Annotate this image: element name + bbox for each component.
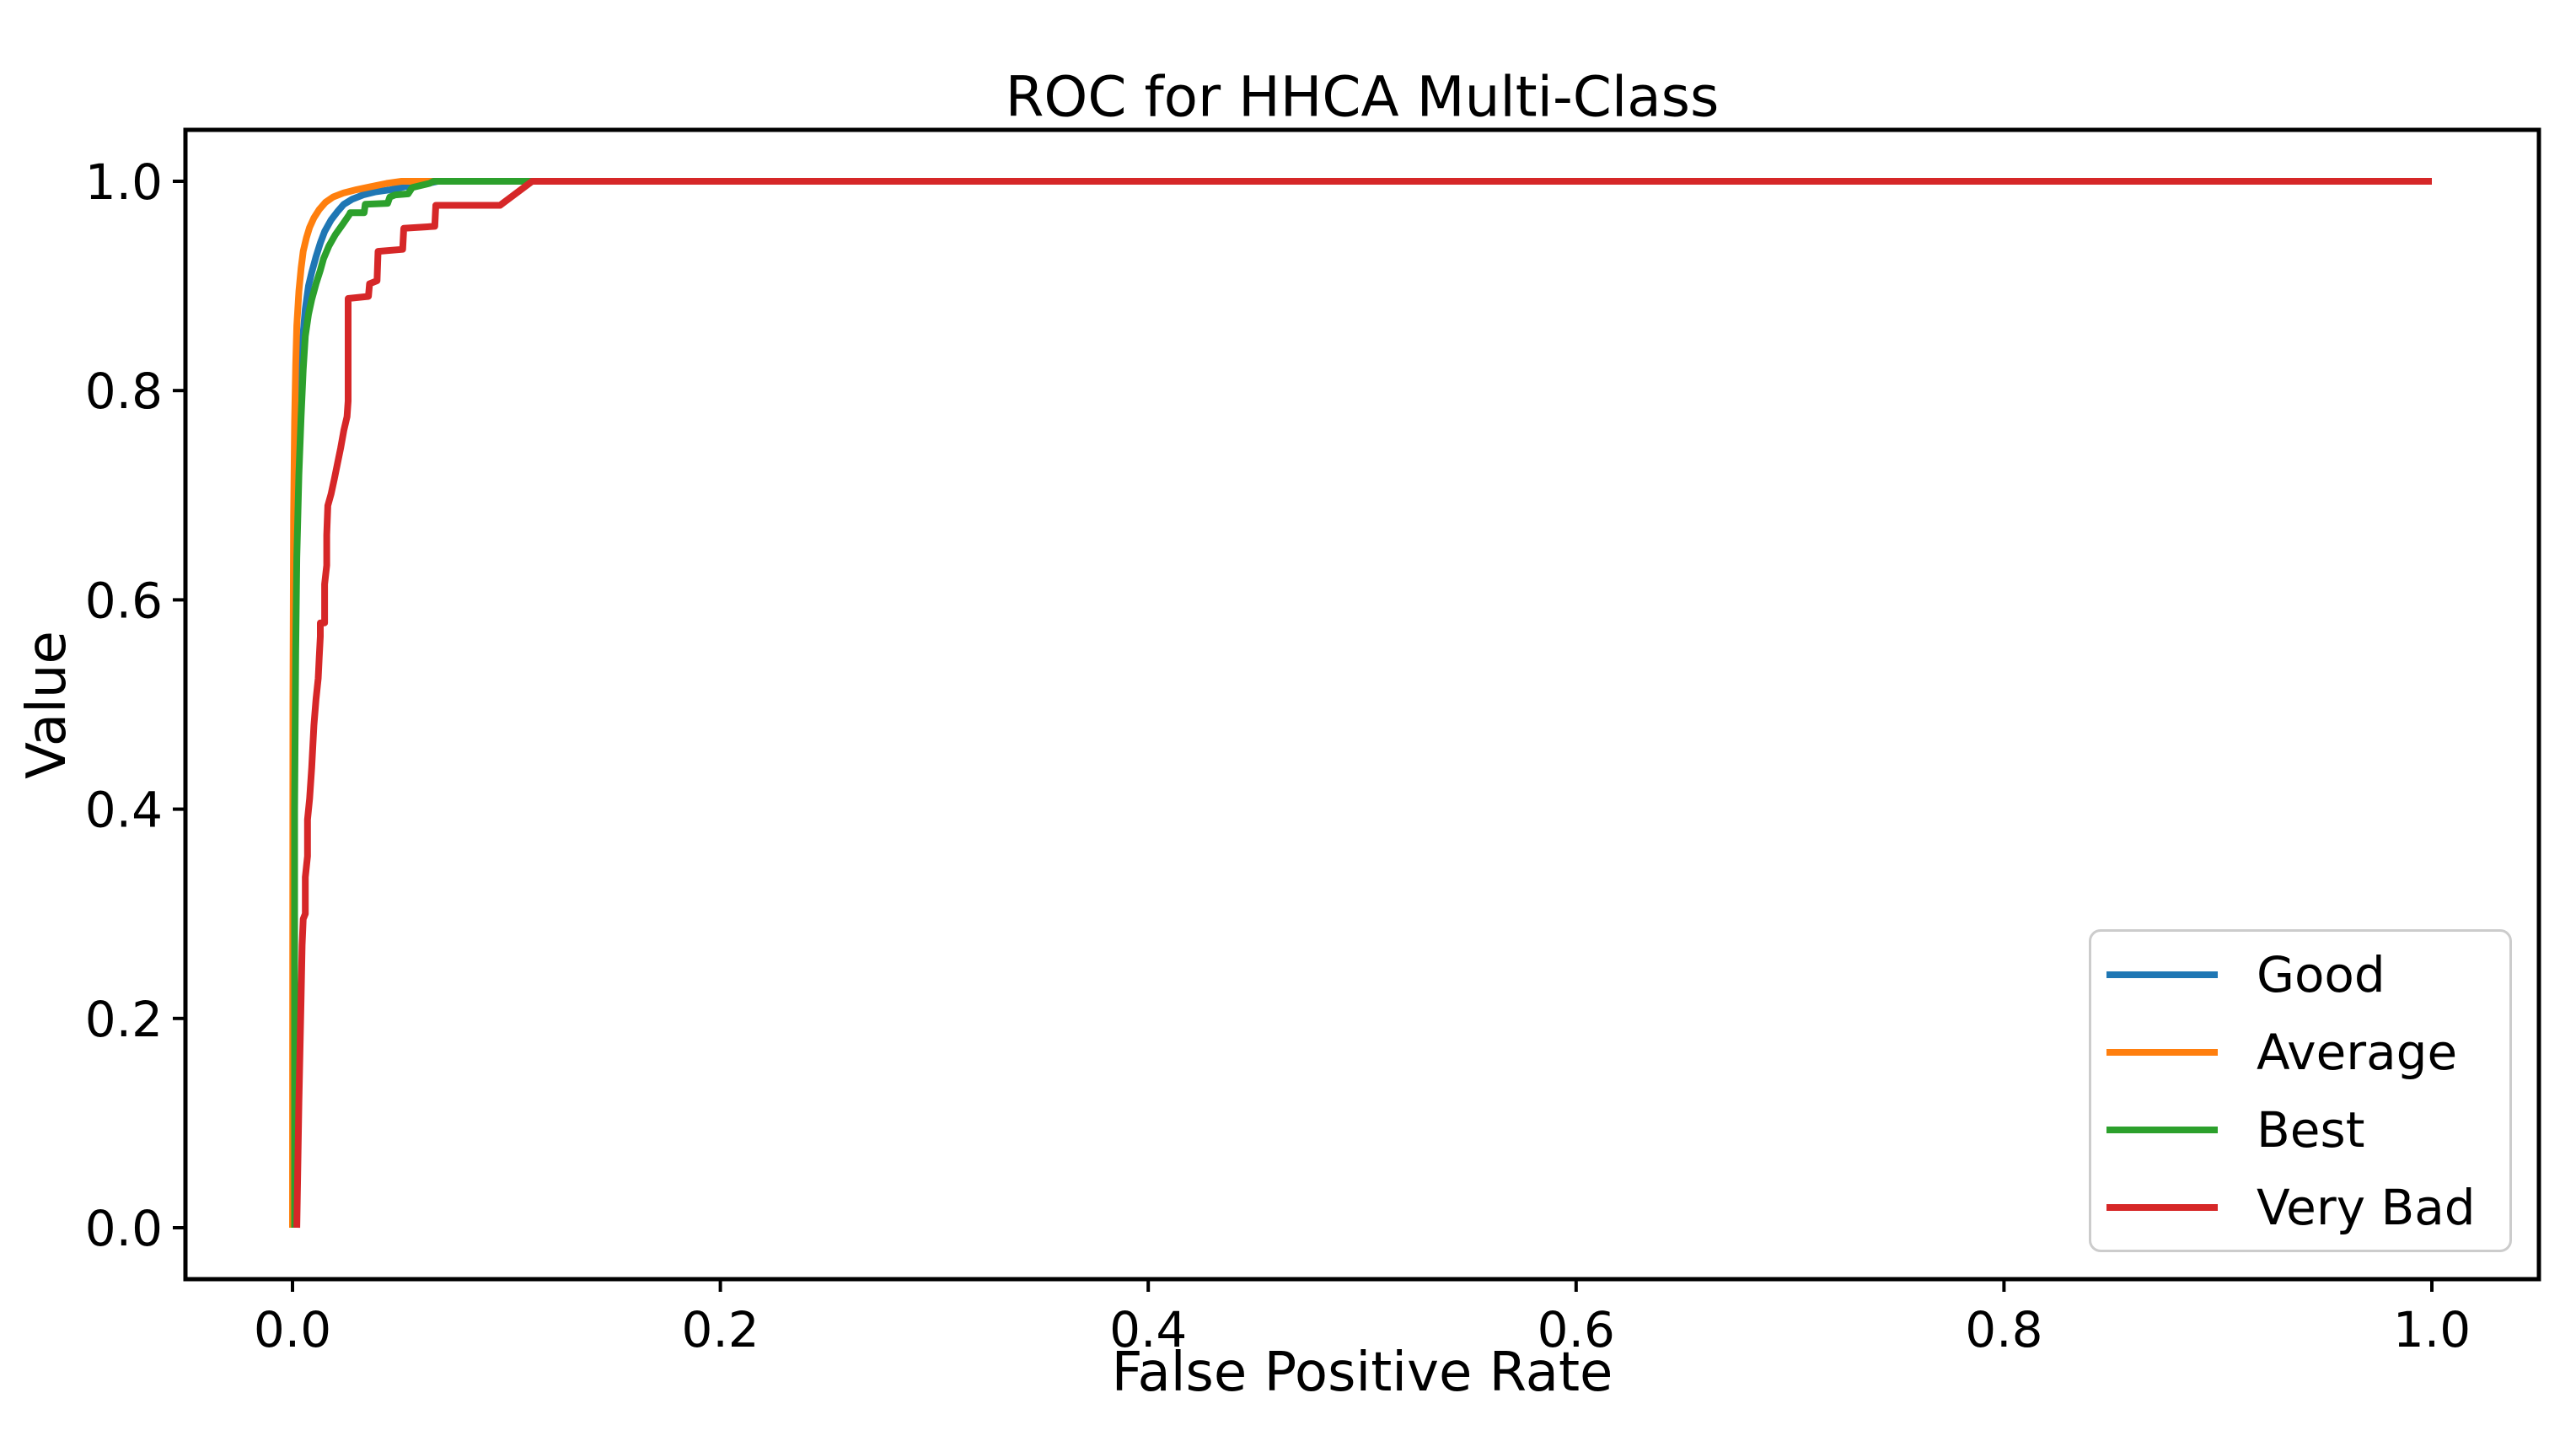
x-axis-label: False Positive Rate <box>1111 1342 1613 1404</box>
legend-item: Best <box>2091 1091 2509 1169</box>
y-tick-label: 0.4 <box>85 782 163 839</box>
x-tick-label: 0.4 <box>1109 1301 1187 1358</box>
series-line-best <box>291 178 2432 1228</box>
series-line-average <box>289 178 2432 1229</box>
legend-item-label: Good <box>2257 945 2385 1003</box>
legend-item: Very Bad <box>2091 1169 2509 1246</box>
y-tick-label: 0.2 <box>85 991 163 1048</box>
legend: Good Average Best Very Bad <box>2089 929 2512 1252</box>
chart-title: ROC for HHCA Multi-Class <box>1005 64 1720 130</box>
y-tick-label: 0.0 <box>85 1200 163 1257</box>
x-tick-label: 0.2 <box>681 1301 759 1358</box>
y-axis-label: Value <box>16 631 78 779</box>
x-tick-label: 0.0 <box>254 1301 331 1358</box>
legend-item-label: Best <box>2257 1100 2365 1159</box>
x-tick-label: 1.0 <box>2393 1301 2471 1358</box>
legend-line-swatch <box>2106 1203 2218 1211</box>
y-tick-label: 0.8 <box>85 363 163 420</box>
series-line-very-bad <box>293 178 2432 1229</box>
legend-line-swatch <box>2106 971 2218 978</box>
y-tick-label: 1.0 <box>85 153 163 211</box>
legend-item: Average <box>2091 1014 2509 1091</box>
y-tick-label: 0.6 <box>85 572 163 629</box>
ticks-group <box>173 180 2434 1292</box>
x-tick-label: 0.6 <box>1538 1301 1615 1358</box>
curves-group <box>289 178 2432 1229</box>
plot-border <box>183 127 2541 1282</box>
legend-item: Good <box>2091 936 2509 1014</box>
x-tick-label: 0.8 <box>1965 1301 2042 1358</box>
tick-labels-group: 0.0 0.2 0.4 0.6 0.8 1.0 0.0 0.2 0.4 0.6 0.8 1.0 <box>85 153 2471 1358</box>
legend-line-swatch <box>2106 1126 2218 1133</box>
legend-item-label: Average <box>2257 1023 2458 1081</box>
legend-line-swatch <box>2106 1048 2218 1056</box>
legend-item-label: Very Bad <box>2257 1178 2476 1236</box>
